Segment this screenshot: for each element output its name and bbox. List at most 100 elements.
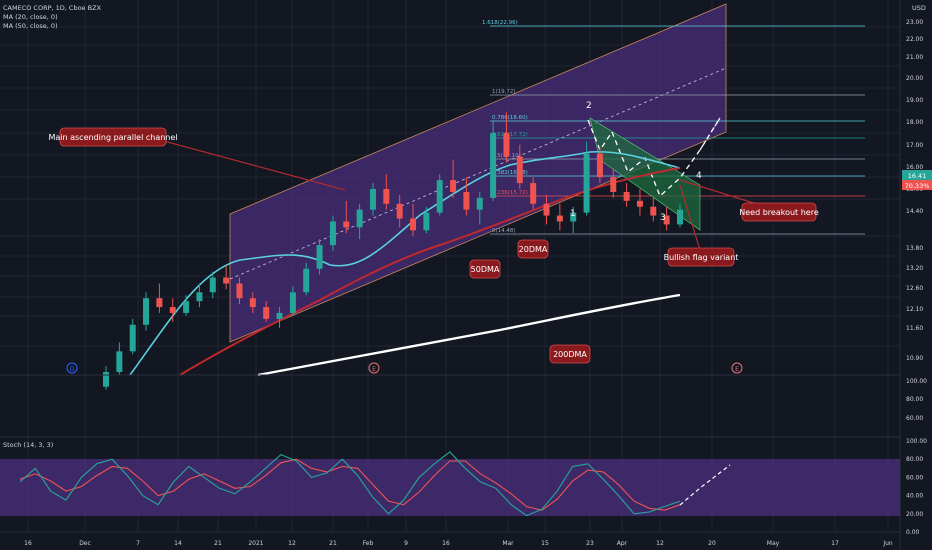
- breakout-callout-line: [679, 179, 761, 206]
- candle-body: [677, 209, 683, 225]
- time-tick: Dec: [79, 540, 91, 547]
- time-tick: 17: [831, 540, 839, 547]
- candle-body: [103, 372, 109, 387]
- time-tick: 12: [288, 540, 296, 547]
- candle-body: [369, 189, 376, 210]
- price-tick: 13.80: [906, 245, 923, 252]
- callout-flag-text: Bullish flag variant: [664, 253, 739, 262]
- candle-body: [583, 153, 590, 213]
- stoch-tick: 100.00: [906, 438, 927, 445]
- candle-body: [249, 298, 256, 308]
- candle-body: [129, 324, 136, 352]
- time-tick: 12: [656, 540, 664, 547]
- channel-callout-line: [159, 139, 346, 191]
- time-axis: 16 Dec 7 14 21 2021 12 21 Feb 9 16 Mar 15 23 Apr 12 20 Ma…: [24, 540, 893, 547]
- candle-body: [303, 268, 310, 293]
- candle-body: [543, 203, 550, 216]
- time-tick: 16: [442, 540, 450, 547]
- candle-body: [343, 221, 350, 228]
- wave-label-2: 2: [586, 101, 592, 111]
- price-axis: 23.00 22.00 21.00 20.00 19.00 18.00 17.00 16.00…: [906, 19, 923, 362]
- candle-body: [650, 206, 657, 216]
- ma50-line: [179, 167, 681, 376]
- candle-body: [516, 156, 523, 184]
- stoch-tick: 40.00: [906, 493, 923, 500]
- price-tick: 19.00: [906, 97, 923, 104]
- time-tick: Jun: [882, 540, 893, 547]
- candle-body: [463, 191, 470, 210]
- time-tick: 23: [586, 540, 594, 547]
- volume-axis: 100.00 80.00 60.00: [906, 378, 927, 422]
- last-ma-tag: [902, 180, 932, 190]
- candle-body: [223, 277, 230, 284]
- volume-tick: 100.00: [906, 378, 927, 385]
- stoch-axis: 100.00 80.00 60.00 40.00 20.00 0.00: [906, 438, 927, 536]
- callout-200dma: 200DMA: [549, 344, 591, 364]
- event-marker-e2-label: E: [735, 366, 739, 373]
- time-tick: Mar: [502, 540, 514, 547]
- candle-body: [556, 215, 563, 222]
- fib-label-1: 1(19.72): [492, 89, 516, 95]
- time-tick: 15: [541, 540, 549, 547]
- event-marker-e1-label: E: [372, 366, 376, 373]
- time-tick: 9: [404, 540, 408, 547]
- fib-label-5: 0.382(16.48): [492, 170, 528, 176]
- event-marker-d-label: D: [70, 366, 75, 373]
- event-marker-d[interactable]: D: [66, 362, 78, 374]
- candle-body: [623, 191, 630, 201]
- candle-body: [423, 212, 430, 231]
- candle-body: [663, 215, 670, 225]
- time-tick: 7: [136, 540, 140, 547]
- time-tick: May: [767, 540, 780, 547]
- price-tick: 12.10: [906, 306, 923, 313]
- candle-body: [356, 209, 363, 228]
- candle-body: [143, 298, 150, 325]
- price-tick: 13.20: [906, 265, 923, 272]
- price-tick: 17.00: [906, 142, 923, 149]
- callout-breakout: Need breakout here: [739, 202, 819, 222]
- candle-body: [236, 283, 243, 299]
- candle-body: [610, 177, 617, 192]
- candle-body: [276, 312, 283, 319]
- price-tick: 18.00: [906, 119, 923, 126]
- chart-title: CAMECO CORP, 1D, Cboe BZX: [3, 4, 102, 12]
- price-tick: 23.00: [906, 19, 923, 26]
- event-marker-e1[interactable]: E: [368, 362, 380, 374]
- fib-label-0: 1.618(22.96): [482, 20, 518, 26]
- fib-retracement: 1.618(22.96) 1(19.72) 0.786(18.60) 0.618(17…: [482, 20, 865, 235]
- fib-label-7: 0.236(15.72): [492, 190, 528, 196]
- callout-50dma: 50DMA: [469, 259, 501, 279]
- ascending-channel: [229, 3, 727, 343]
- breakout-arrow: [699, 117, 721, 151]
- price-tick: 16.00: [906, 164, 923, 171]
- volume-tick: 60.00: [906, 415, 923, 422]
- candle-body: [636, 200, 643, 207]
- fib-label-6: 0(14.48): [492, 228, 516, 234]
- candle-body: [410, 218, 417, 231]
- candle-body: [450, 180, 457, 192]
- callout-channel-text: Main ascending parallel channel: [48, 133, 177, 142]
- candle-body: [263, 307, 270, 319]
- stoch-lines: [19, 451, 681, 517]
- price-tick: 14.40: [906, 208, 923, 215]
- time-tick: 14: [174, 540, 182, 547]
- stoch-legend: Stoch (14, 3, 3): [3, 441, 53, 449]
- event-marker-e2[interactable]: E: [731, 362, 743, 374]
- price-tick: 12.60: [906, 285, 923, 292]
- time-tick: 21: [214, 540, 222, 547]
- last-price-tag: [902, 170, 932, 180]
- price-tick: 11.60: [906, 325, 923, 332]
- candle-body: [316, 245, 323, 269]
- stoch-tick: 80.00: [906, 456, 923, 463]
- candle-body: [183, 301, 190, 313]
- callout-flag: Bullish flag variant: [664, 247, 739, 267]
- wave-label-1: 1: [570, 209, 576, 219]
- volume-tick: 80.00: [906, 396, 923, 403]
- callout-20dma: 20DMA: [517, 239, 549, 259]
- candle-body: [436, 180, 443, 213]
- candle-body: [503, 132, 510, 157]
- ma50-legend: MA (50, close, 0): [3, 22, 58, 30]
- callout-channel: Main ascending parallel channel: [48, 127, 178, 147]
- candle-body: [156, 298, 163, 308]
